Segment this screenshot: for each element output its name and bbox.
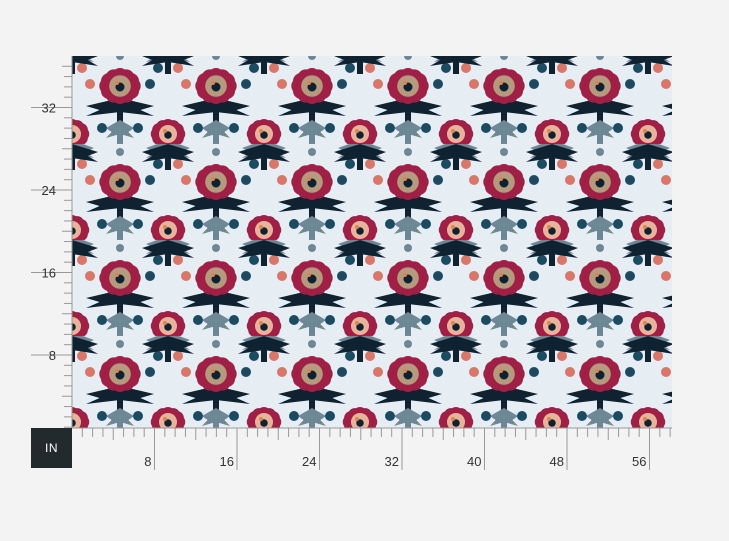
horizontal-ruler-label: 24: [302, 454, 316, 469]
vertical-ruler-label: 32: [42, 101, 56, 116]
unit-toggle-button[interactable]: IN: [31, 428, 72, 468]
fabric-pattern-preview: [72, 56, 672, 428]
vertical-ruler-label: 16: [42, 266, 56, 281]
horizontal-ruler: [72, 428, 672, 470]
horizontal-ruler-label: 40: [467, 454, 481, 469]
horizontal-ruler-label: 16: [220, 454, 234, 469]
vertical-ruler-label: 24: [42, 183, 56, 198]
vertical-ruler-label: 8: [49, 348, 56, 363]
horizontal-ruler-label: 48: [550, 454, 564, 469]
horizontal-ruler-label: 8: [144, 454, 151, 469]
horizontal-ruler-label: 32: [385, 454, 399, 469]
horizontal-ruler-label: 56: [632, 454, 646, 469]
pattern-fill: [72, 56, 672, 428]
